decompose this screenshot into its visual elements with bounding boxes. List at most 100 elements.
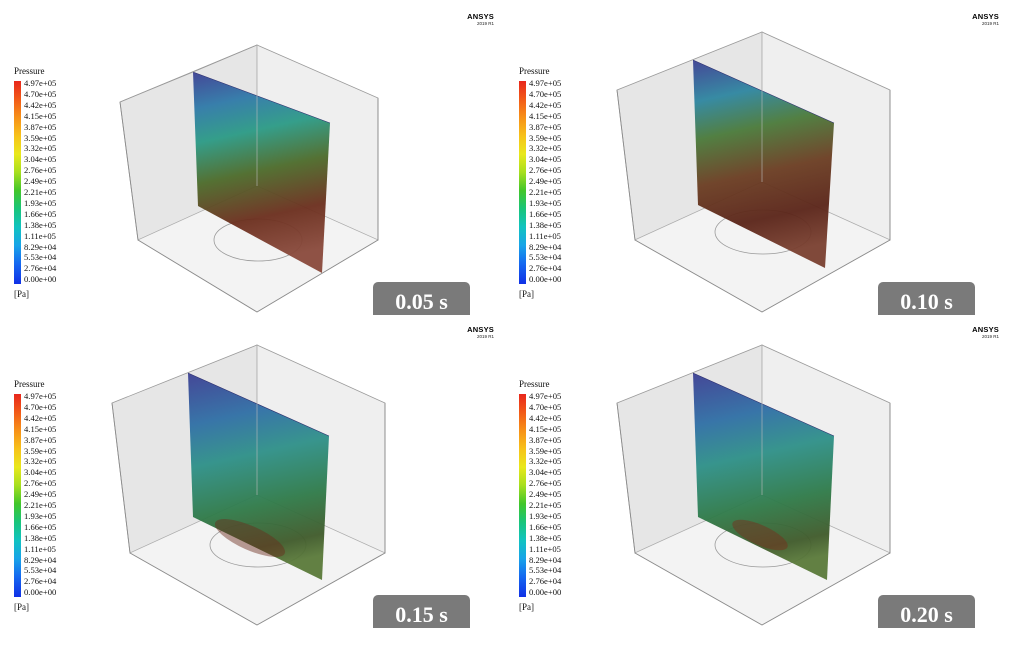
legend-tick: 4.42e+05 [529, 412, 562, 423]
ansys-version: 2019 R1 [981, 334, 999, 339]
legend-unit: [Pa] [14, 602, 29, 612]
time-badge: 0.05 s [373, 282, 470, 315]
legend-tick: 2.49e+05 [529, 489, 562, 500]
ansys-version: 2019 R1 [981, 21, 999, 26]
legend-tick: 3.04e+05 [529, 467, 562, 478]
pressure-colorbar [14, 394, 21, 597]
legend-tick: 4.42e+05 [529, 99, 562, 110]
ansys-logo: ANSYS 2019 R1 [467, 325, 494, 340]
ansys-logo-text: ANSYS [972, 325, 999, 334]
legend-tick: 2.49e+05 [24, 176, 57, 187]
legend-tick: 3.04e+05 [24, 467, 57, 478]
legend-tick: 2.76e+05 [529, 478, 562, 489]
legend-tick: 5.53e+04 [24, 252, 57, 263]
legend-tick: 2.21e+05 [529, 500, 562, 510]
legend-tick: 2.21e+05 [529, 187, 562, 197]
legend-tick: 2.76e+04 [24, 576, 57, 587]
legend-tick: 2.76e+05 [24, 165, 57, 176]
ansys-logo-text: ANSYS [972, 12, 999, 21]
legend-tick: 4.70e+05 [529, 401, 562, 412]
legend-tick: 3.87e+05 [24, 121, 57, 132]
ansys-logo-text: ANSYS [467, 325, 494, 334]
legend-tick: 1.11e+05 [529, 230, 561, 241]
legend-tick: 4.15e+05 [529, 423, 562, 434]
legend-tick: 3.87e+05 [529, 434, 562, 445]
legend-tick: 3.59e+05 [529, 132, 562, 143]
pressure-colorbar [519, 81, 526, 284]
legend-tick: 5.53e+04 [529, 252, 562, 263]
legend-tick: 8.29e+04 [529, 554, 562, 565]
legend-tick: 4.15e+05 [24, 423, 57, 434]
legend-tick: 1.93e+05 [24, 197, 57, 208]
legend-tick: 3.04e+05 [529, 154, 562, 165]
time-badge: 0.10 s [878, 282, 975, 315]
legend-tick: 3.32e+05 [529, 143, 562, 154]
legend-tick: 1.38e+05 [529, 219, 562, 230]
legend-tick: 3.87e+05 [529, 121, 562, 132]
legend-unit: [Pa] [14, 289, 29, 299]
legend-tick: 2.76e+05 [529, 165, 562, 176]
ansys-logo: ANSYS 2019 R1 [467, 12, 494, 27]
pressure-contour-scene [616, 31, 891, 313]
simulation-panel-4: Pressure 4.97e+05 4.70e+05 4.42e+05 4.15… [505, 313, 1010, 628]
legend-tick: 3.32e+05 [529, 456, 562, 467]
legend-tick: 3.04e+05 [24, 154, 57, 165]
legend-tick: 8.29e+04 [529, 241, 562, 252]
legend-tick: 1.93e+05 [24, 510, 57, 521]
ansys-logo: ANSYS 2019 R1 [972, 325, 999, 340]
legend-tick: 5.53e+04 [24, 565, 57, 576]
legend-tick: 5.53e+04 [529, 565, 562, 576]
legend-tick: 4.70e+05 [24, 88, 57, 99]
legend-unit: [Pa] [519, 602, 534, 612]
legend-tick: 1.38e+05 [24, 532, 57, 543]
legend-tick: 3.32e+05 [24, 143, 57, 154]
legend-tick: 1.11e+05 [24, 543, 56, 554]
pressure-contour-scene [119, 44, 379, 313]
simulation-panel-3: Pressure 4.97e+05 4.70e+05 4.42e+05 4.15… [0, 313, 505, 628]
pressure-contour-scene [616, 344, 891, 626]
legend-tick: 1.66e+05 [24, 521, 57, 532]
legend-tick: 4.97e+05 [24, 391, 57, 401]
legend-tick: 4.70e+05 [24, 401, 57, 412]
legend-tick: 4.97e+05 [24, 78, 57, 88]
ansys-logo: ANSYS 2019 R1 [972, 12, 999, 27]
simulation-panel-1: Pressure 4.97e+05 4.70e+05 4.42e+05 4.15… [0, 0, 505, 315]
legend-tick: 4.15e+05 [529, 110, 562, 121]
legend-title: Pressure [519, 379, 550, 389]
legend-tick: 2.49e+05 [24, 489, 57, 500]
pressure-colorbar [519, 394, 526, 597]
legend-tick: 2.76e+04 [529, 576, 562, 587]
legend-tick: 1.11e+05 [529, 543, 561, 554]
legend-tick: 2.21e+05 [24, 500, 57, 510]
legend-tick: 1.66e+05 [529, 521, 562, 532]
legend-tick: 3.59e+05 [529, 445, 562, 456]
pressure-contour-scene [111, 344, 386, 626]
legend-tick: 2.21e+05 [24, 187, 57, 197]
legend-tick: 1.93e+05 [529, 510, 562, 521]
legend-tick: 0.00e+00 [529, 587, 562, 598]
legend-tick: 1.38e+05 [24, 219, 57, 230]
legend-tick: 4.42e+05 [24, 99, 57, 110]
legend-title: Pressure [519, 66, 550, 76]
legend-tick: 3.59e+05 [24, 445, 57, 456]
simulation-panel-2: Pressure 4.97e+05 4.70e+05 4.42e+05 4.15… [505, 0, 1010, 315]
legend-tick: 2.76e+04 [24, 263, 57, 274]
ansys-logo-text: ANSYS [467, 12, 494, 21]
legend-title: Pressure [14, 379, 45, 389]
legend-tick: 2.76e+05 [24, 478, 57, 489]
ansys-version: 2019 R1 [476, 21, 494, 26]
legend-tick: 3.32e+05 [24, 456, 57, 467]
pressure-colorbar [14, 81, 21, 284]
legend-tick: 1.66e+05 [24, 208, 57, 219]
legend-tick: 0.00e+00 [529, 274, 562, 285]
legend-tick: 3.87e+05 [24, 434, 57, 445]
legend-tick: 8.29e+04 [24, 241, 57, 252]
legend-tick: 0.00e+00 [24, 274, 57, 285]
legend-tick: 1.93e+05 [529, 197, 562, 208]
time-badge: 0.15 s [373, 595, 470, 628]
legend-tick: 4.97e+05 [529, 78, 562, 88]
legend-tick: 4.97e+05 [529, 391, 562, 401]
legend-tick: 2.76e+04 [529, 263, 562, 274]
legend-tick: 1.66e+05 [529, 208, 562, 219]
legend-tick: 3.59e+05 [24, 132, 57, 143]
